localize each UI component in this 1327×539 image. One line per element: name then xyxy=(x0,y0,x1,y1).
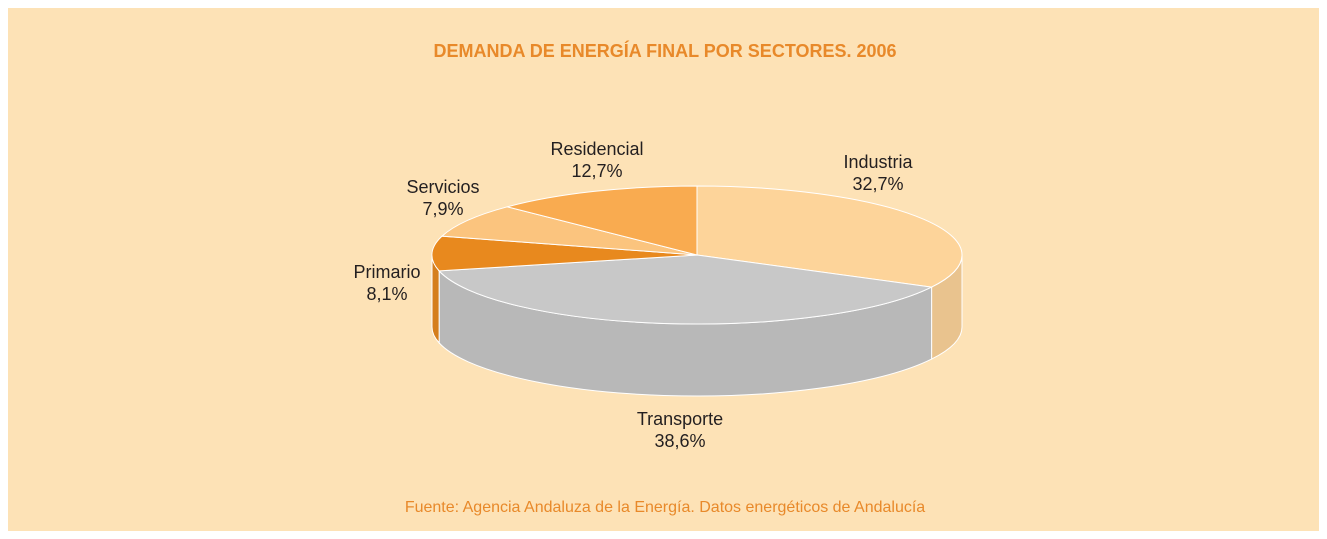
slice-label: Primario xyxy=(353,262,420,282)
value-label: 38,6% xyxy=(654,431,705,451)
slice-label: Residencial xyxy=(550,139,643,159)
value-label: 8,1% xyxy=(366,284,407,304)
value-label: 32,7% xyxy=(852,174,903,194)
slice xyxy=(696,185,963,288)
slice xyxy=(505,185,698,256)
slice xyxy=(440,206,698,256)
slice-label: Transporte xyxy=(637,409,723,429)
chart-title: DEMANDA DE ENERGÍA FINAL POR SECTORES. 2… xyxy=(433,40,896,61)
source-note: Fuente: Agencia Andaluza de la Energía. … xyxy=(405,499,925,516)
slice xyxy=(431,235,698,272)
slice-label: Servicios xyxy=(406,177,479,197)
value-label: 12,7% xyxy=(571,161,622,181)
value-label: 7,9% xyxy=(422,199,463,219)
slice xyxy=(438,254,934,325)
slice-label: Industria xyxy=(843,152,913,172)
